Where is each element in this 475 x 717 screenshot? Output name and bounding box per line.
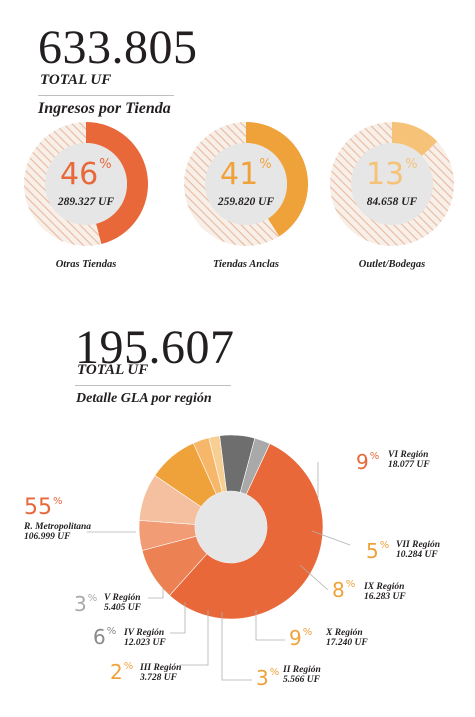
section2-title: Detalle GLA por región <box>76 391 212 406</box>
region-percent: 3% <box>256 666 280 690</box>
region-percent-value: 3 <box>74 592 87 616</box>
region-value: 10.284 UF <box>396 550 438 560</box>
region-value: 17.240 UF <box>326 638 368 648</box>
region-name: III Región <box>140 663 182 673</box>
percent-sign: % <box>99 157 112 172</box>
region-name: X Región <box>326 628 363 638</box>
section1-divider <box>38 95 174 96</box>
donut-category-name: Tiendas Anclas <box>212 259 280 270</box>
total-revenue-label: TOTAL UF <box>40 72 112 88</box>
percent-sign: % <box>379 540 390 551</box>
region-text: VII Región 10.284 UF <box>396 540 440 560</box>
region-name: VII Región <box>396 540 441 550</box>
region-text: III Región 3.728 UF <box>140 663 181 683</box>
percent-sign: % <box>259 157 272 172</box>
donut-hole <box>205 143 287 225</box>
region-value: 18.077 UF <box>388 460 430 470</box>
leader-line <box>148 588 164 599</box>
region-name: V Región <box>104 593 141 603</box>
region-percent-value: 55 <box>24 495 52 520</box>
region-value: 5.566 UF <box>283 675 320 685</box>
leader-line <box>170 602 186 634</box>
leader-line <box>255 610 285 641</box>
donut-arc <box>246 122 308 237</box>
region-percent-value: 2 <box>110 660 123 684</box>
region-value: 106.999 UF <box>24 532 71 542</box>
leader-line <box>180 610 209 666</box>
donut-percent-value: 41 <box>220 157 259 192</box>
region-name: II Región <box>283 665 321 675</box>
region-value: 16.283 UF <box>364 592 406 602</box>
pie-hole <box>195 491 267 563</box>
donut-percent-value: 46 <box>60 157 99 192</box>
donut-percent: 41% <box>220 157 272 192</box>
region-percent-value: 9 <box>356 450 369 474</box>
region-percent: 8% <box>332 578 356 602</box>
percent-sign: % <box>302 627 313 638</box>
region-percent: 5% <box>366 539 390 563</box>
region-name: VI Región <box>388 450 429 460</box>
donut-value: 259.820 UF <box>217 196 275 208</box>
percent-sign: % <box>87 593 98 604</box>
region-name: IX Región <box>364 582 405 592</box>
region-name: R. Metropolitana <box>24 522 92 532</box>
region-text: X Región 17.240 UF <box>326 628 368 648</box>
region-percent: 3% <box>74 592 98 616</box>
section1-title: Ingresos por Tienda <box>38 100 171 117</box>
section2-divider <box>75 385 231 386</box>
donut-category-name: Otras Tiendas <box>55 259 117 270</box>
region-text: II Región 5.566 UF <box>283 665 321 685</box>
region-percent-value: 8 <box>332 578 345 602</box>
region-name: IV Región <box>124 628 165 638</box>
percent-sign: % <box>53 496 63 507</box>
percent-sign: % <box>345 579 356 590</box>
donut-hole <box>351 143 433 225</box>
region-percent-value: 3 <box>256 666 269 690</box>
store-revenue-donuts <box>24 122 454 246</box>
donut-percent: 46% <box>60 157 112 192</box>
donut-arc <box>86 122 149 245</box>
region-percent-value: 6 <box>93 625 106 649</box>
percent-sign: % <box>106 626 117 637</box>
region-percent-value: 5 <box>366 539 379 563</box>
donut-category-name: Outlet/Bodegas <box>358 259 426 270</box>
region-percent: 2% <box>110 660 134 684</box>
leader-line <box>299 564 329 591</box>
total-gla-value: 195.607 <box>75 321 235 374</box>
donut-percent-value: 13 <box>366 157 405 192</box>
leader-line <box>311 530 351 546</box>
region-text: IV Región 12.023 UF <box>124 628 166 648</box>
region-percent: 9% <box>289 626 313 650</box>
region-text: R. Metropolitana 106.999 UF <box>24 522 91 542</box>
region-percent-value: 9 <box>289 626 302 650</box>
region-value: 12.023 UF <box>124 638 166 648</box>
region-percent: 6% <box>93 625 117 649</box>
donut-arc <box>392 122 438 156</box>
donut-value: 289.327 UF <box>57 196 115 208</box>
percent-sign: % <box>269 667 280 678</box>
region-percent: 9% <box>356 450 380 474</box>
region-percent: 55% <box>24 497 63 519</box>
donut-percent: 13% <box>366 157 418 192</box>
region-text: VI Región 18.077 UF <box>388 450 430 470</box>
percent-sign: % <box>405 157 418 172</box>
leader-line <box>221 612 252 681</box>
percent-sign: % <box>369 451 380 462</box>
percent-sign: % <box>123 661 134 672</box>
region-text: IX Región 16.283 UF <box>364 582 406 602</box>
donut-value: 84.658 UF <box>366 196 418 208</box>
total-revenue-value: 633.805 <box>38 21 198 74</box>
donut-hole <box>45 143 127 225</box>
total-gla-label: TOTAL UF <box>77 362 149 378</box>
region-value: 5.405 UF <box>104 603 141 613</box>
region-value: 3.728 UF <box>140 673 177 683</box>
region-text: V Región 5.405 UF <box>104 593 141 613</box>
